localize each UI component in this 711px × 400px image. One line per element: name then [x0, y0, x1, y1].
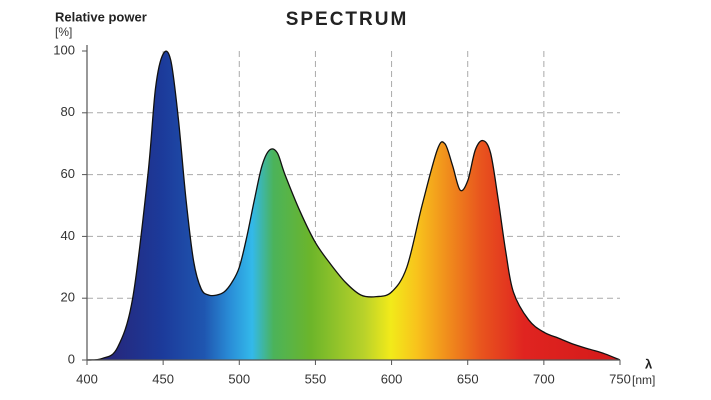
x-tick-label: 650 [457, 371, 479, 386]
x-tick-label: 500 [228, 371, 250, 386]
y-tick-label: 40 [61, 228, 75, 243]
spectrum-area [87, 51, 620, 360]
spectrum-line [86, 50, 621, 361]
x-tick-label: 550 [305, 371, 327, 386]
y-tick-label: 0 [68, 351, 75, 366]
x-tick-label: 600 [381, 371, 403, 386]
x-axis-title: λ [645, 356, 653, 371]
y-tick-label: 100 [53, 42, 75, 57]
x-tick-label: 450 [152, 371, 174, 386]
x-tick-label: 750 [609, 371, 631, 386]
ticks: 0 20 40 60 80 100 400 450 500 550 600 650 700 750 [53, 42, 631, 386]
y-tick-label: 80 [61, 104, 75, 119]
y-tick-label: 60 [61, 166, 75, 181]
y-axis-title: Relative power [55, 9, 147, 24]
y-tick-label: 20 [61, 290, 75, 305]
x-axis-unit: [nm] [632, 373, 655, 387]
x-tick-label: 700 [533, 371, 555, 386]
plot-area [86, 50, 621, 361]
x-tick-label: 400 [76, 371, 98, 386]
y-axis-unit: [%] [55, 25, 72, 39]
chart-title: SPECTRUM [286, 9, 409, 30]
